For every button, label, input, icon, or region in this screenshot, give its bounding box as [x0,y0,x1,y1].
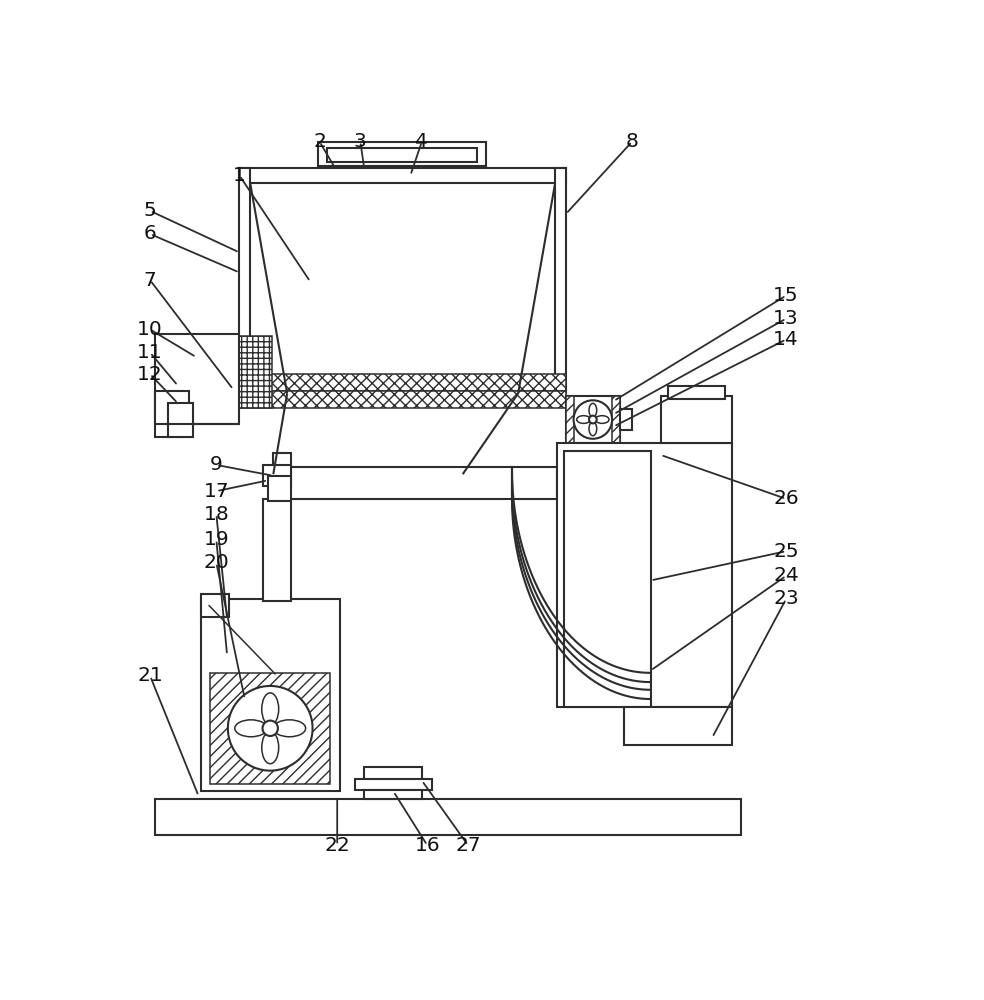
Text: 5: 5 [144,201,156,220]
Text: 11: 11 [137,343,163,362]
Text: 22: 22 [325,836,350,855]
Bar [239,168,250,393]
Circle shape [228,686,313,771]
Text: 2: 2 [313,132,326,151]
Text: 14: 14 [773,330,799,349]
Bar [154,391,189,437]
Bar [263,499,291,601]
Bar [168,403,193,437]
Ellipse shape [577,416,590,423]
Bar [211,673,330,784]
Bar [201,594,229,617]
Polygon shape [274,393,519,474]
Text: 23: 23 [773,589,799,608]
Circle shape [589,416,596,423]
Bar [268,476,291,501]
Text: 19: 19 [204,530,229,549]
Text: 8: 8 [626,132,639,151]
Bar [250,183,555,336]
Bar [620,409,632,430]
Ellipse shape [235,720,267,737]
Bar [566,396,574,443]
Bar [612,396,620,443]
Circle shape [263,721,277,736]
Text: 4: 4 [415,132,428,151]
Text: 25: 25 [773,542,799,561]
Bar [364,790,422,799]
Bar [328,148,476,162]
Bar [154,334,239,424]
Text: 16: 16 [414,836,440,855]
Ellipse shape [274,720,306,737]
Bar [263,465,291,486]
Bar [565,451,650,707]
Bar [201,599,339,791]
Text: 7: 7 [144,271,156,290]
Bar [274,466,512,499]
Text: 12: 12 [137,365,163,384]
Bar [668,386,724,399]
Ellipse shape [589,422,596,436]
Text: 27: 27 [456,836,481,855]
Text: 24: 24 [773,566,799,585]
Text: 1: 1 [233,166,246,185]
Bar [239,374,566,391]
Bar [660,396,732,443]
Text: 15: 15 [773,286,799,305]
Bar [512,466,557,499]
Bar [239,391,566,408]
Bar [364,767,422,784]
Text: 9: 9 [210,455,222,474]
Text: 3: 3 [354,132,367,151]
Text: 17: 17 [204,482,229,501]
Text: 6: 6 [144,224,156,243]
Ellipse shape [262,693,278,725]
Bar [239,336,272,408]
Bar [274,453,291,476]
Bar [566,396,620,443]
Bar [555,168,566,393]
Text: 13: 13 [773,309,799,328]
Text: 26: 26 [773,489,799,508]
Text: 21: 21 [137,666,163,685]
Bar [355,779,432,790]
Text: 18: 18 [204,505,229,524]
Text: 10: 10 [137,320,163,339]
Text: 20: 20 [204,553,229,572]
Bar [239,168,566,183]
Bar [154,799,742,835]
Ellipse shape [589,403,596,417]
Circle shape [574,400,612,439]
Ellipse shape [595,416,609,423]
Bar [557,443,732,707]
Bar [625,707,732,745]
Ellipse shape [262,731,278,764]
Bar [318,142,486,166]
